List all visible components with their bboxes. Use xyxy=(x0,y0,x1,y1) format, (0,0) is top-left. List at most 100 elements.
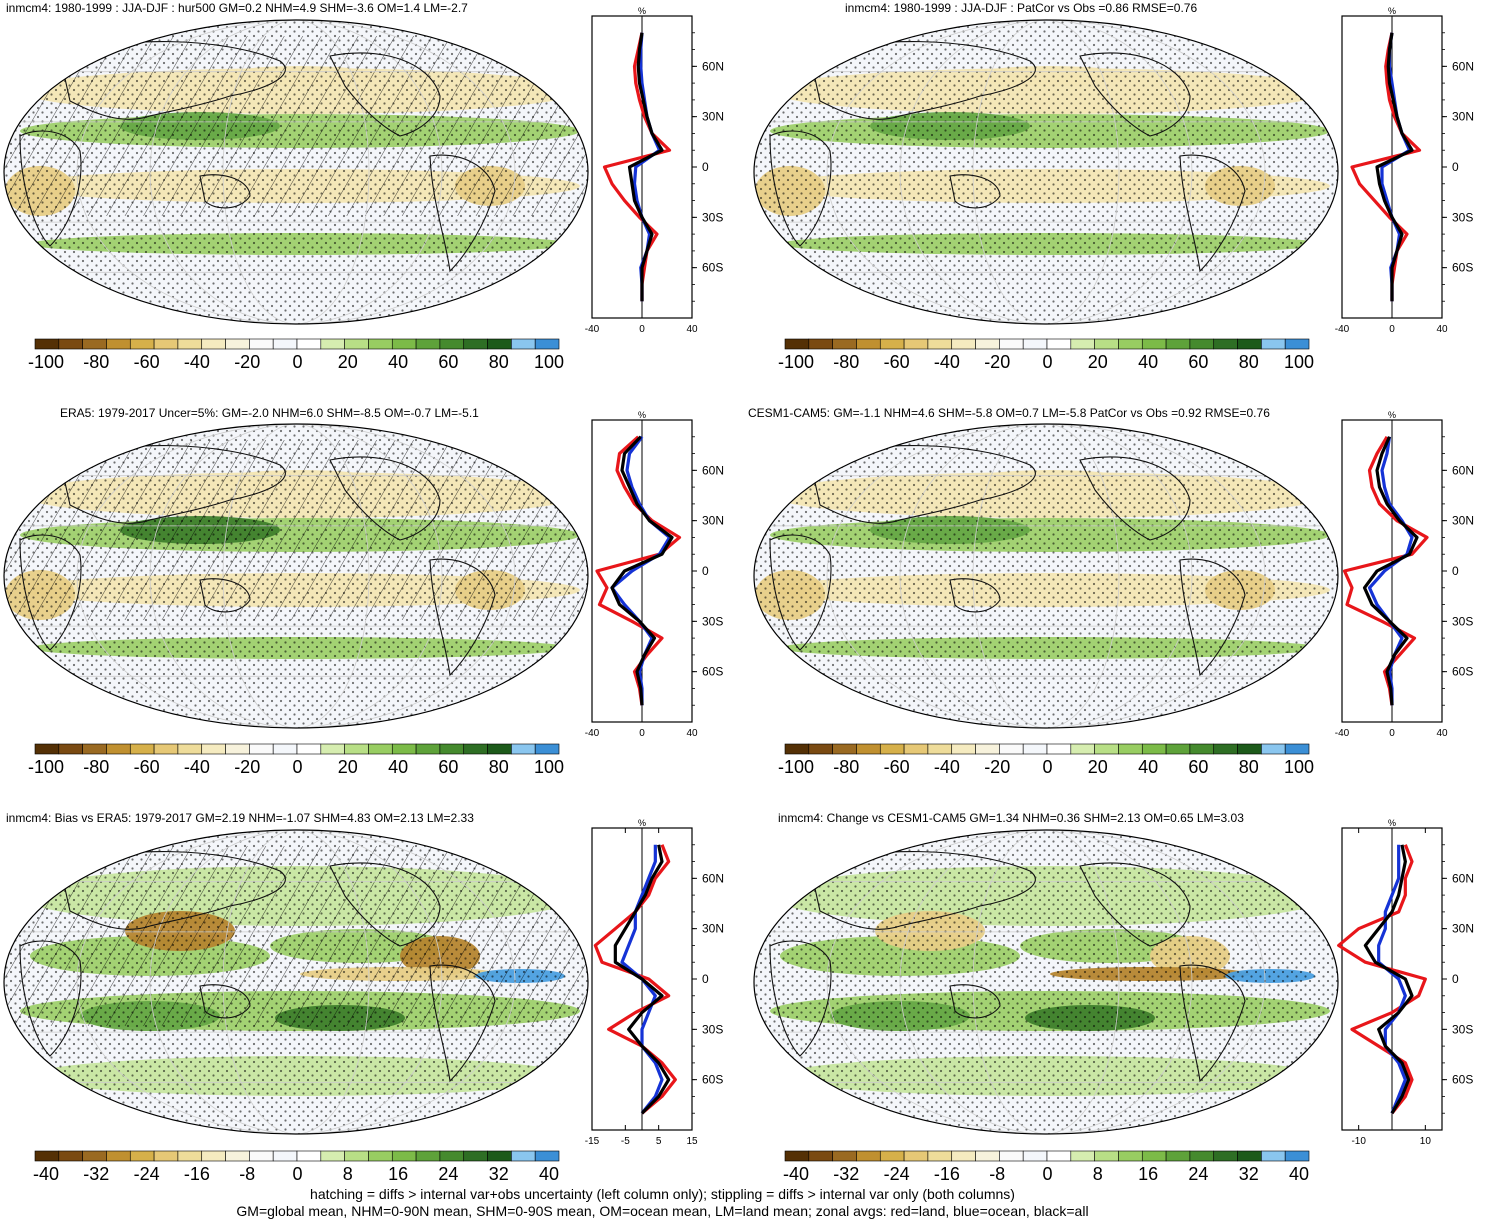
map-hatching xyxy=(4,36,588,216)
colorbar-swatch xyxy=(511,743,536,755)
colorbar-label: -20 xyxy=(234,757,261,777)
map-coastline-5 xyxy=(429,964,496,1083)
colorbar-label: 16 xyxy=(1138,1164,1159,1184)
colorbar-label: -24 xyxy=(883,1164,910,1184)
map-4 xyxy=(753,423,1339,729)
colorbar-swatch xyxy=(999,1150,1024,1162)
zonal-series-all xyxy=(1362,436,1419,706)
map-coastline-1 xyxy=(809,445,1036,524)
colorbar-label: -60 xyxy=(883,757,910,777)
colorbar-swatch xyxy=(1118,338,1143,350)
colorbar-label: 80 xyxy=(488,352,509,372)
colorbar-swatch xyxy=(463,743,488,755)
colorbar-label: 0 xyxy=(292,1164,303,1184)
zonal-lat-label: 60S xyxy=(1452,665,1473,679)
colorbar-label: 32 xyxy=(1238,1164,1259,1184)
map-stippling xyxy=(754,20,1338,324)
colorbar-label: 40 xyxy=(388,757,409,777)
colorbar-swatch xyxy=(951,743,976,755)
map-6 xyxy=(753,829,1339,1135)
colorbar-swatch xyxy=(439,1150,465,1162)
colorbar-swatch xyxy=(1213,1150,1238,1162)
colorbar-swatch xyxy=(511,338,536,350)
colorbar-label: 80 xyxy=(488,757,509,777)
map-meridian xyxy=(76,20,516,324)
zonal-x-tick-label: 5 xyxy=(656,1136,662,1147)
colorbar-label: 24 xyxy=(438,1164,459,1184)
zonal-unit-label: % xyxy=(1388,6,1396,16)
colorbar-swatch xyxy=(225,743,250,755)
zonal-series-all xyxy=(610,435,674,706)
colorbar-label: -8 xyxy=(989,1164,1006,1184)
colorbar-label: 40 xyxy=(388,352,409,372)
colorbar-swatch xyxy=(320,338,345,350)
colorbar-swatch xyxy=(249,338,274,350)
colorbar-swatch xyxy=(534,338,560,350)
zonal-lat-label: 0 xyxy=(1452,160,1459,174)
colorbar-swatch xyxy=(82,743,107,755)
colorbar-swatch xyxy=(999,338,1024,350)
colorbar-swatch xyxy=(320,743,345,755)
colorbar-swatch xyxy=(1213,743,1238,755)
colorbar-label: -80 xyxy=(83,757,110,777)
map-coastline-3 xyxy=(199,984,251,1019)
colorbar-swatch xyxy=(1189,743,1215,755)
colorbar-swatch xyxy=(344,743,369,755)
zonal-x-tick-label: 40 xyxy=(686,728,698,739)
zonal-x-tick-label: -40 xyxy=(585,324,600,335)
colorbar-label: 100 xyxy=(1284,757,1315,777)
zonal-lat-label: 30N xyxy=(702,922,724,936)
colorbar-label: 0 xyxy=(1042,757,1053,777)
map-coastline-3 xyxy=(949,984,1001,1019)
colorbar-label: -24 xyxy=(133,1164,160,1184)
colorbar-swatch xyxy=(1261,743,1286,755)
zonal-lat-label: 30S xyxy=(702,1022,723,1036)
colorbar-swatch xyxy=(856,1150,881,1162)
colorbar-swatch xyxy=(1141,743,1167,755)
map-meridian xyxy=(899,20,1193,324)
zonal-lat-label: 60S xyxy=(702,1073,723,1087)
colorbar-swatch xyxy=(1022,743,1048,755)
map-meridian xyxy=(826,424,1266,728)
zonal-lat-label: 30N xyxy=(702,110,724,124)
map-coastline-1 xyxy=(59,41,286,120)
colorbar-label: -60 xyxy=(133,352,160,372)
map-coastline-4 xyxy=(1079,52,1191,137)
colorbar-swatch xyxy=(368,743,393,755)
colorbar-label: 60 xyxy=(1188,352,1209,372)
colorbar-swatch xyxy=(1046,1150,1072,1162)
colorbar-swatch xyxy=(1022,1150,1048,1162)
colorbar-swatch xyxy=(153,743,179,755)
colorbar-swatch xyxy=(1189,1150,1215,1162)
zonal-lat-label: 60S xyxy=(702,665,723,679)
colorbar-swatch xyxy=(415,338,441,350)
zonal-lat-label: 30S xyxy=(1452,1022,1473,1036)
zonal-lat-label: 0 xyxy=(702,160,709,174)
colorbar-swatch xyxy=(1118,743,1143,755)
colorbar-swatch xyxy=(927,743,953,755)
colorbar-swatch xyxy=(784,338,810,350)
colorbar-swatch xyxy=(249,1150,274,1162)
colorbar-swatch xyxy=(368,338,393,350)
zonal-lat-label: 0 xyxy=(702,564,709,578)
zonal-lat-label: 30S xyxy=(702,210,723,224)
zonal-lat-label: 60N xyxy=(702,463,724,477)
colorbar-swatch xyxy=(1165,743,1191,755)
colorbar-label: 8 xyxy=(1092,1164,1103,1184)
colorbar-swatch xyxy=(534,743,560,755)
zonal-x-tick-label: 0 xyxy=(639,324,645,335)
zonal-series-land xyxy=(593,844,677,1115)
colorbar-label: -20 xyxy=(984,352,1011,372)
colorbar-label: -100 xyxy=(27,352,65,372)
zonal-series-all xyxy=(613,844,671,1115)
colorbar-label: -40 xyxy=(183,757,210,777)
colorbar-label: -20 xyxy=(234,352,261,372)
map-coastline-2 xyxy=(769,940,832,1057)
colorbar-6: -40 -32 -24 -16 -8 0 8 16 24 32 40 xyxy=(783,1150,1310,1196)
colorbar-3: -100 -80 -60 -40 -20 0 20 40 60 80 100 xyxy=(28,743,564,789)
map-frame xyxy=(753,19,1339,325)
colorbar-swatch xyxy=(856,743,881,755)
map-coastline-2 xyxy=(769,130,832,247)
colorbar-label: -80 xyxy=(83,352,110,372)
colorbar-swatch xyxy=(903,338,929,350)
